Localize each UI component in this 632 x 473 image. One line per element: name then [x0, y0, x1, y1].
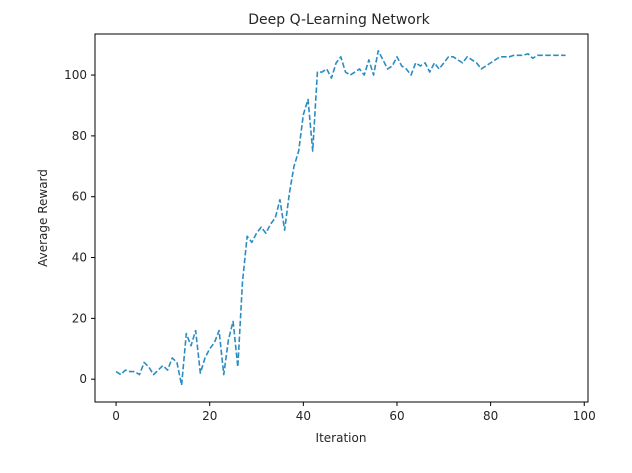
series-line	[115, 49, 566, 387]
y-tick-label: 40	[72, 251, 87, 265]
x-tick-label: 20	[202, 409, 217, 423]
chart-title: Deep Q-Learning Network	[248, 12, 430, 28]
y-axis-label: Average Reward	[36, 169, 50, 267]
x-tick-label: 60	[389, 409, 404, 423]
x-tick-label: 0	[112, 409, 120, 423]
x-tick-label: 40	[296, 409, 311, 423]
axis-ticks: 0 20 40 60 80 100 0 20 40 60 80 100	[64, 68, 596, 423]
x-axis-label: Iteration	[316, 431, 367, 445]
y-tick-label: 60	[72, 190, 87, 204]
y-tick-label: 80	[72, 129, 87, 143]
x-tick-label: 100	[573, 409, 596, 423]
y-tick-label: 0	[79, 372, 87, 386]
y-tick-label: 20	[72, 311, 87, 325]
x-tick-label: 80	[483, 409, 498, 423]
plot-frame	[94, 33, 589, 403]
y-tick-label: 100	[64, 68, 87, 82]
